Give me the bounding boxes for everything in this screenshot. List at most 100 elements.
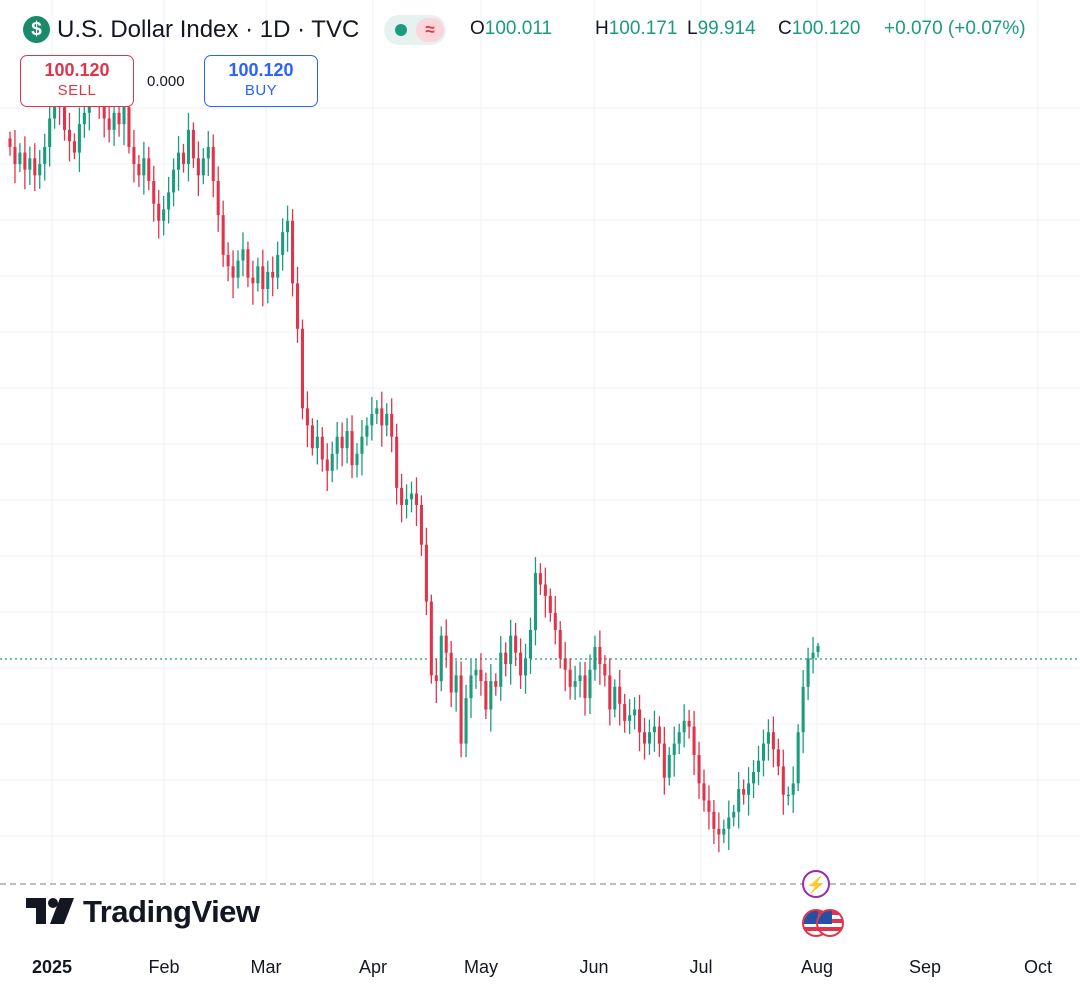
candle-body — [28, 158, 32, 170]
sell-button[interactable]: 100.120 SELL — [20, 55, 134, 107]
candle-body — [340, 436, 344, 449]
candle-body — [157, 203, 161, 221]
candle-body — [271, 271, 275, 278]
candle-body — [702, 783, 706, 801]
candle-body — [43, 146, 47, 164]
symbol-title[interactable]: U.S. Dollar Index · 1D · TVC — [57, 16, 360, 43]
candle-body — [375, 408, 379, 415]
candle-body — [747, 783, 751, 795]
ohlc-low: L99.914 — [687, 18, 756, 39]
candle-body — [142, 158, 146, 176]
dollar-symbol-icon[interactable]: $ — [23, 16, 50, 43]
candle-body — [439, 635, 443, 682]
candle-body — [246, 249, 250, 278]
ohlc-close: C100.120 — [778, 18, 861, 39]
x-tick-label: Jun — [579, 957, 609, 977]
candle-body — [796, 732, 800, 784]
candle-body — [122, 107, 126, 125]
x-tick-label: Mar — [250, 957, 282, 977]
tradingview-logo-text[interactable]: TradingView — [83, 894, 260, 929]
candle-body — [251, 277, 255, 284]
candle-body — [291, 220, 295, 284]
candle-body — [588, 669, 592, 699]
candle-body — [558, 629, 562, 659]
spread-value: 0.000 — [147, 73, 185, 90]
candle-body — [667, 754, 671, 778]
candle-body — [261, 266, 265, 289]
candle-body — [717, 828, 721, 835]
us-flag-icon[interactable] — [816, 909, 844, 937]
candle-body — [360, 436, 364, 454]
candle-body — [613, 686, 617, 710]
candle-body — [568, 669, 572, 687]
tradingview-logo-icon[interactable] — [24, 894, 76, 930]
candle-body — [633, 709, 637, 716]
candle-body — [791, 783, 795, 795]
candle-body — [444, 635, 448, 653]
candle-body — [62, 107, 67, 130]
candle-body — [543, 584, 547, 596]
candle-body — [355, 453, 359, 466]
candle-body — [177, 152, 181, 170]
flash-event-icon[interactable]: ⚡ — [802, 870, 830, 898]
candle-body — [504, 652, 508, 665]
x-tick-label: Aug — [800, 957, 834, 977]
buy-button[interactable]: 100.120 BUY — [204, 55, 318, 107]
candle-body — [8, 138, 12, 147]
x-tick-label: Feb — [148, 957, 180, 977]
candle-body — [325, 459, 329, 471]
candle-body — [365, 425, 369, 437]
candle-body — [127, 107, 131, 147]
candle-body — [523, 658, 528, 676]
candle-body — [642, 732, 647, 744]
candle-body — [315, 436, 319, 449]
candle-body — [102, 101, 106, 119]
candle-body — [429, 601, 433, 676]
candle-body — [479, 669, 483, 682]
candle-body — [256, 266, 260, 284]
candle-body — [310, 425, 314, 449]
candle-body — [335, 436, 339, 454]
market-status-pill[interactable]: ≈ — [384, 15, 446, 45]
candle-body — [18, 152, 22, 164]
candle-body — [77, 124, 81, 153]
candle-body — [112, 112, 116, 130]
candle-body — [786, 794, 790, 797]
candle-body — [628, 715, 632, 721]
candle-body — [434, 675, 438, 682]
candle-body — [221, 215, 225, 255]
candle-body — [211, 146, 215, 182]
candle-body — [424, 544, 428, 602]
candle-body — [677, 732, 681, 744]
candlestick-series — [8, 70, 820, 853]
candle-body — [162, 209, 166, 221]
candle-body — [514, 635, 518, 653]
candle-body — [766, 732, 770, 744]
candle-body — [82, 112, 86, 125]
candle-body — [117, 112, 121, 125]
candle-body — [761, 743, 766, 761]
candle-body — [816, 645, 820, 653]
candle-body — [191, 129, 195, 159]
candle-body — [776, 749, 780, 767]
candle-body — [216, 181, 220, 216]
candle-body — [742, 789, 746, 795]
candle-body — [499, 652, 503, 687]
candle-body — [409, 493, 414, 500]
candle-body — [573, 681, 577, 687]
sell-price: 100.120 — [44, 60, 110, 80]
candle-body — [385, 414, 389, 426]
candle-body — [489, 681, 493, 710]
market-open-dot-icon — [395, 24, 407, 36]
candle-body — [72, 141, 76, 153]
candle-body — [152, 181, 156, 204]
wave-icon: ≈ — [416, 18, 444, 42]
candle-body — [652, 726, 656, 733]
candle-body — [519, 652, 523, 676]
candle-body — [231, 266, 235, 278]
candle-body — [390, 414, 394, 437]
x-tick-label: May — [463, 957, 499, 977]
x-tick-label: Oct — [1023, 957, 1053, 977]
candle-body — [107, 118, 111, 130]
